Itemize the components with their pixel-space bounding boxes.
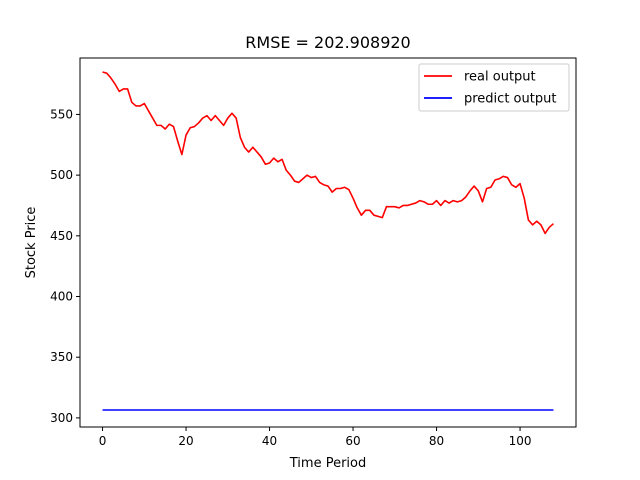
series-line-real-output [102,71,554,235]
y-tick-label: 550 [50,107,73,121]
x-tick-label: 20 [178,434,193,448]
chart-title: RMSE = 202.908920 [245,33,410,52]
legend-label: predict output [464,92,556,107]
legend-box [418,63,570,112]
x-tick-label: 40 [262,434,277,448]
x-tick-label: 100 [509,434,532,448]
legend-label: real output [464,70,536,85]
y-tick-label: 450 [50,229,73,243]
y-tick-label: 500 [50,168,73,182]
y-axis-ticks: 300 350 400 450 500 550 [50,107,80,425]
plot-frame [79,57,577,428]
y-tick-label: 300 [50,411,73,425]
x-axis-label: Time Period [289,456,366,471]
x-axis-ticks: 0 20 40 60 80 100 [99,427,532,448]
y-tick-label: 400 [50,290,73,304]
x-tick-label: 60 [345,434,360,448]
x-tick-label: 0 [99,434,107,448]
y-axis-label: Stock Price [24,207,39,279]
plot-lines [102,71,554,411]
x-tick-label: 80 [429,434,444,448]
y-tick-label: 350 [50,350,73,364]
legend: real output predict output [418,63,570,112]
